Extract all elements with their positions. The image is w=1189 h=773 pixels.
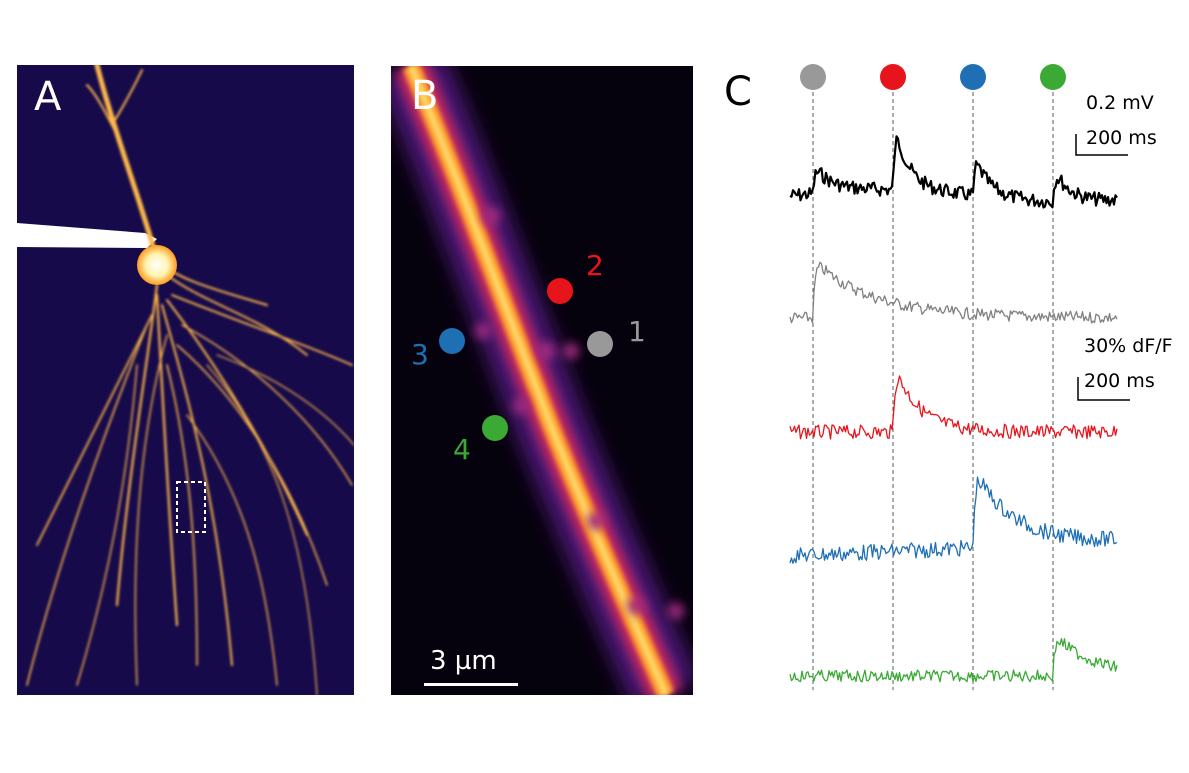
spot-2-marker: [547, 278, 573, 304]
spot-4-calcium-trace: [789, 637, 1118, 683]
calcium-time-label: 200 ms: [1084, 370, 1155, 392]
pipette: [17, 223, 157, 248]
spot-3-label: 3: [411, 338, 429, 371]
scale-bar-line: [424, 683, 518, 686]
voltage-time-label: 200 ms: [1086, 127, 1157, 149]
scale-bar-label: 3 µm: [430, 646, 497, 676]
calcium-amplitude-label: 30% dF/F: [1084, 335, 1173, 357]
spot-4-marker: [482, 415, 508, 441]
panel-c-letter: C: [724, 69, 752, 115]
spot-1-label: 1: [628, 315, 646, 348]
spot-1-marker: [587, 331, 613, 357]
dendrite-micrograph: [391, 66, 693, 695]
voltage-trace: [789, 135, 1118, 209]
panel-b-dendrite-image: B 2 1 3 4 3 µm: [391, 66, 693, 695]
panel-b-letter: B: [411, 73, 439, 119]
neuron-micrograph: [17, 65, 354, 695]
spot-1-calcium-trace: [789, 261, 1118, 324]
roi-box: [176, 481, 206, 533]
voltage-amplitude-label: 0.2 mV: [1086, 92, 1154, 114]
panel-a-letter: A: [34, 74, 62, 120]
legend-dot-red: [880, 64, 906, 90]
soma: [137, 245, 177, 285]
spot-2-calcium-trace: [789, 375, 1118, 440]
spot-4-label: 4: [453, 433, 471, 466]
spot-3-calcium-trace: [789, 476, 1118, 564]
panel-a-neuron-image: A: [17, 65, 354, 695]
spot-3-marker: [439, 328, 465, 354]
spot-2-label: 2: [586, 249, 604, 282]
legend-dot-grey: [800, 64, 826, 90]
voltage-scale-bar: [1075, 134, 1128, 156]
legend-dot-blue: [960, 64, 986, 90]
calcium-scale-bar: [1077, 377, 1130, 401]
legend-dot-green: [1040, 64, 1066, 90]
